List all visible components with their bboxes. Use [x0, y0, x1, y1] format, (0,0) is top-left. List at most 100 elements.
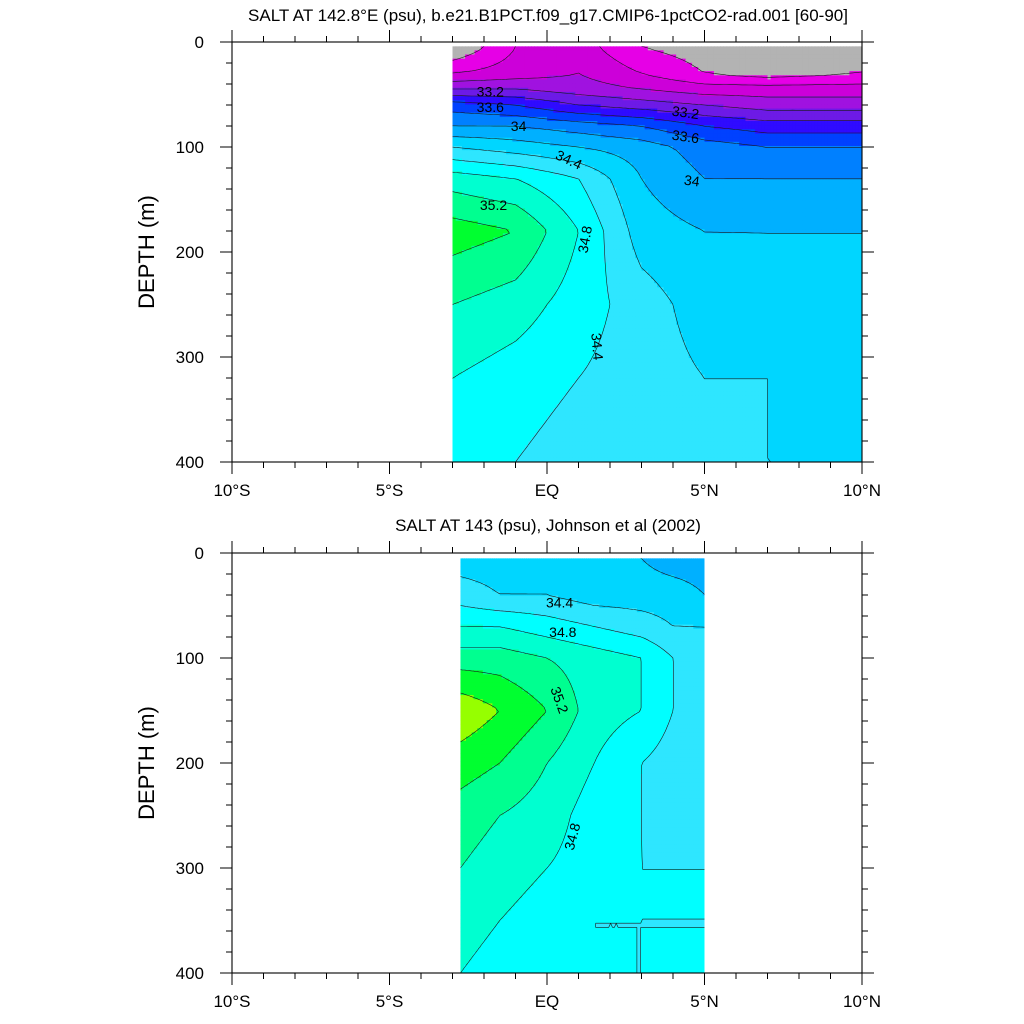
- salinity-cell: [698, 170, 702, 176]
- salinity-cell: [591, 66, 595, 72]
- salinity-cell: [474, 158, 479, 164]
- salinity-cell: [673, 175, 677, 180]
- salinity-cell: [581, 79, 586, 85]
- salinity-cell: [490, 150, 495, 155]
- salinity-cell: [745, 145, 750, 151]
- salinity-cell: [799, 154, 803, 160]
- salinity-cell: [603, 150, 608, 155]
- salinity-cell: [562, 179, 567, 185]
- salinity-cell: [764, 154, 769, 160]
- salinity-cell: [644, 104, 649, 110]
- salinity-cell: [471, 62, 476, 68]
- salinity-cell: [691, 66, 696, 72]
- salinity-cell: [732, 58, 737, 64]
- salinity-cell: [710, 191, 715, 197]
- salinity-cell: [814, 162, 819, 168]
- salinity-cell: [657, 129, 661, 135]
- salinity-cell: [770, 108, 775, 114]
- salinity-cell: [477, 104, 482, 110]
- salinity-cell: [565, 62, 570, 68]
- salinity-cell: [704, 179, 709, 185]
- salinity-cell: [628, 104, 633, 110]
- salinity-cell: [584, 96, 589, 101]
- salinity-cell: [613, 87, 617, 93]
- salinity-cell: [625, 141, 630, 147]
- salinity-cell: [562, 50, 567, 56]
- salinity-cell: [695, 75, 699, 81]
- salinity-cell: [594, 166, 598, 172]
- salinity-cell: [603, 46, 608, 51]
- salinity-cell: [713, 137, 718, 143]
- salinity-cell: [524, 141, 529, 147]
- salinity-cell: [855, 195, 860, 201]
- salinity-cell: [635, 154, 639, 160]
- salinity-cell: [717, 137, 721, 143]
- salinity-cell: [846, 141, 850, 147]
- salinity-cell: [471, 75, 476, 81]
- salinity-cell: [591, 162, 595, 168]
- salinity-cell: [521, 96, 526, 101]
- salinity-cell: [849, 54, 854, 60]
- salinity-cell: [751, 166, 756, 172]
- salinity-cell: [600, 58, 605, 64]
- salinity-cell: [701, 104, 706, 110]
- salinity-cell: [745, 187, 750, 193]
- salinity-cell: [484, 96, 488, 101]
- salinity-cell: [780, 96, 784, 101]
- salinity-cell: [461, 204, 466, 209]
- salinity-cell: [622, 141, 627, 147]
- salinity-cell: [780, 195, 784, 201]
- salinity-cell: [821, 158, 825, 164]
- salinity-cell: [654, 137, 658, 143]
- salinity-cell: [622, 170, 627, 176]
- salinity-cell: [606, 166, 611, 172]
- salinity-cell: [610, 158, 614, 164]
- salinity-cell: [575, 83, 580, 89]
- salinity-cell: [474, 166, 479, 172]
- salinity-cell: [836, 129, 841, 135]
- salinity-cell: [666, 195, 671, 201]
- salinity-cell: [830, 187, 835, 193]
- salinity-cell: [547, 108, 551, 114]
- salinity-cell: [534, 170, 539, 176]
- salinity-cell: [770, 162, 775, 168]
- salinity-cell: [625, 108, 630, 114]
- salinity-cell: [786, 162, 791, 168]
- salinity-cell: [824, 150, 828, 155]
- salinity-cell: [805, 195, 810, 201]
- salinity-cell: [745, 129, 750, 135]
- salinity-cell: [685, 166, 690, 172]
- salinity-cell: [843, 154, 847, 160]
- salinity-cell: [846, 154, 850, 160]
- salinity-cell: [695, 71, 699, 76]
- salinity-cell: [789, 145, 794, 151]
- salinity-cell: [821, 91, 825, 97]
- salinity-cell: [597, 87, 602, 93]
- salinity-cell: [537, 145, 542, 151]
- salinity-cell: [556, 183, 561, 189]
- salinity-cell: [534, 108, 539, 114]
- salinity-cell: [748, 175, 753, 180]
- salinity-cell: [852, 200, 857, 205]
- salinity-cell: [717, 75, 721, 81]
- salinity-cell: [821, 133, 825, 139]
- salinity-cell: [780, 108, 784, 114]
- salinity-cell: [547, 83, 551, 89]
- salinity-cell: [701, 83, 706, 89]
- salinity-cell: [534, 58, 539, 64]
- salinity-cell: [518, 46, 523, 51]
- salinity-cell: [512, 204, 517, 209]
- salinity-cell: [594, 187, 598, 193]
- salinity-cell: [594, 183, 598, 189]
- salinity-cell: [821, 183, 825, 189]
- salinity-cell: [742, 158, 747, 164]
- salinity-cell: [461, 200, 466, 205]
- salinity-cell: [556, 83, 561, 89]
- salinity-cell: [821, 54, 825, 60]
- salinity-cell: [704, 104, 709, 110]
- salinity-cell: [616, 200, 621, 205]
- salinity-cell: [761, 91, 765, 97]
- salinity-cell: [799, 179, 803, 185]
- salinity-cell: [644, 50, 649, 56]
- salinity-cell: [717, 175, 721, 180]
